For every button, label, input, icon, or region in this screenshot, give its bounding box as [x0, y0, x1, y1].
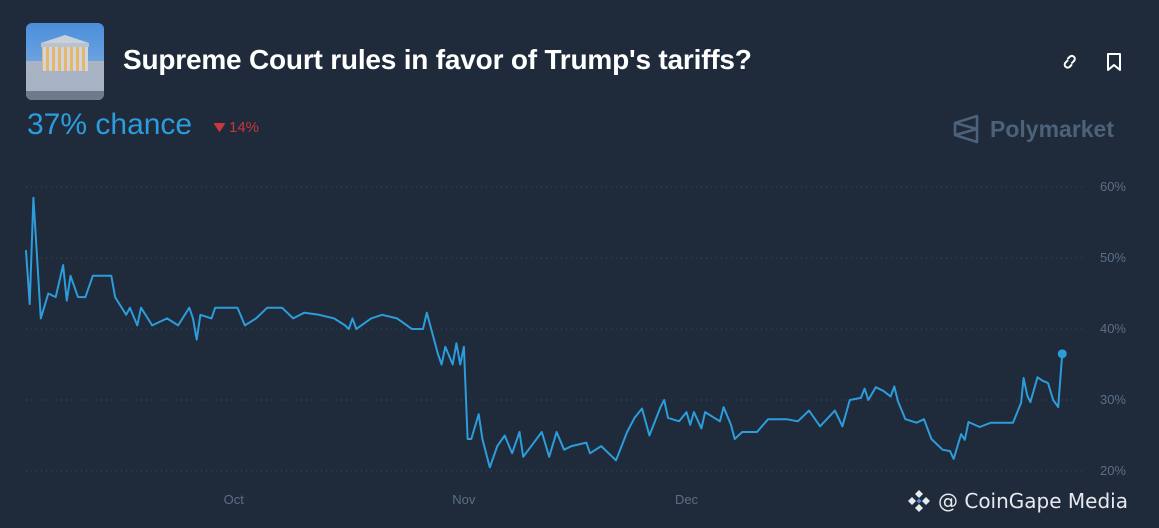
supreme-court-image	[26, 23, 104, 100]
bookmark-button[interactable]	[1102, 50, 1126, 74]
y-tick-label: 50%	[1100, 250, 1126, 265]
x-tick-label: Nov	[452, 492, 476, 507]
triangle-down-icon	[214, 123, 225, 132]
brand-name: Polymarket	[990, 115, 1115, 142]
x-tick-label: Oct	[224, 492, 245, 507]
series-line	[25, 196, 1064, 469]
watermark: @ CoinGape Media	[906, 488, 1128, 514]
end-point-marker	[1057, 349, 1067, 359]
change-value: 14%	[229, 119, 260, 136]
polymarket-logo-icon	[953, 114, 979, 144]
bookmark-icon	[1107, 53, 1121, 71]
y-tick-label: 60%	[1100, 179, 1126, 194]
watermark-text: @ CoinGape Media	[938, 489, 1128, 513]
market-title: Supreme Court rules in favor of Trump's …	[123, 44, 752, 75]
x-tick-label: Dec	[675, 492, 699, 507]
coingape-logo-icon	[908, 490, 930, 512]
change-indicator: 14%	[214, 119, 259, 136]
polymarket-logo: Polymarket	[952, 114, 1114, 144]
link-icon	[1063, 54, 1076, 69]
y-tick-label: 20%	[1100, 463, 1126, 478]
market-thumbnail	[26, 23, 104, 100]
y-tick-label: 40%	[1100, 321, 1126, 336]
copy-link-button[interactable]	[1058, 50, 1082, 74]
chance-value: 37% chance	[27, 108, 193, 141]
y-tick-label: 30%	[1100, 392, 1126, 407]
